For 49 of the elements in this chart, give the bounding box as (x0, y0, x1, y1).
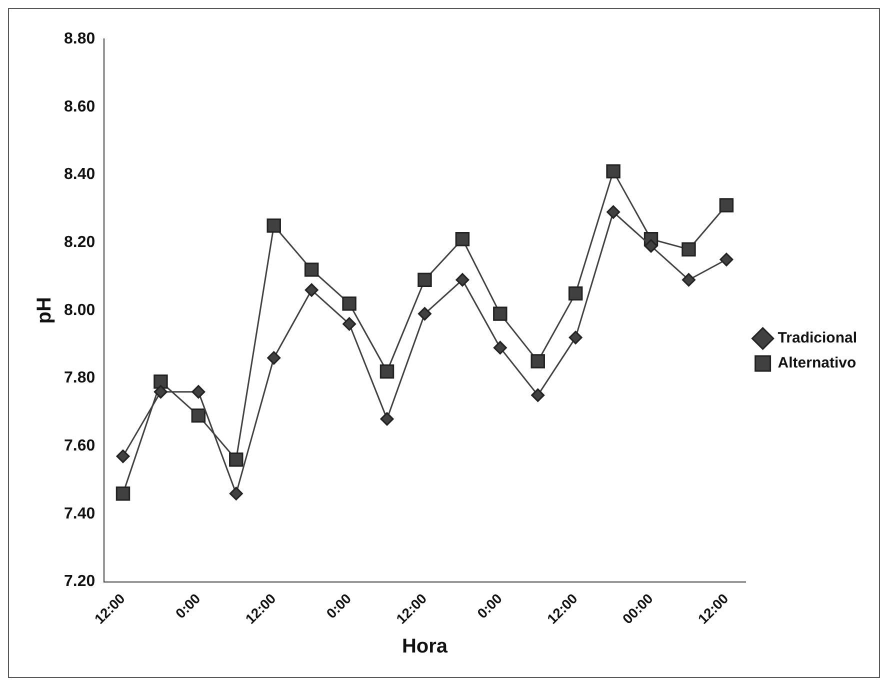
point (455, 232, 470, 246)
point (267, 351, 281, 365)
point (644, 239, 658, 253)
point (116, 450, 130, 464)
point (720, 252, 734, 266)
x-axis-title: Hora (402, 636, 448, 658)
x-tick-label: 0:00 (323, 590, 354, 622)
point (418, 272, 432, 287)
point (154, 385, 168, 399)
y-tick-label: 8.20 (64, 234, 96, 251)
point (606, 164, 620, 178)
y-tick-label: 8.80 (64, 30, 96, 48)
point (418, 307, 432, 321)
point (154, 374, 168, 389)
y-tick-label: 8.00 (64, 302, 96, 319)
y-tick-label: 7.40 (64, 505, 96, 522)
x-tick-label: 0:00 (474, 590, 506, 622)
point (456, 273, 470, 287)
point (229, 486, 243, 500)
x-tick-label: 0:00 (172, 590, 204, 622)
point (380, 364, 394, 379)
y-tick-label: 7.60 (64, 438, 96, 455)
point (568, 330, 582, 344)
point (606, 205, 620, 219)
point (682, 273, 696, 287)
point (304, 262, 319, 277)
point (116, 486, 130, 501)
legend-label: Tradicional (778, 330, 858, 347)
point (568, 286, 583, 301)
point (493, 306, 508, 321)
point (493, 340, 507, 354)
legend-label: Alternativo (778, 354, 856, 372)
point (682, 242, 696, 256)
point (229, 452, 244, 467)
point (342, 296, 356, 311)
y-tick-label: 8.40 (64, 166, 96, 184)
point (192, 385, 206, 399)
y-tick-label: 7.20 (64, 573, 96, 590)
y-axis-title: pH (34, 297, 56, 324)
point (531, 388, 545, 402)
point (191, 408, 206, 423)
point (304, 283, 318, 297)
point (530, 354, 545, 368)
y-tick-label: 8.60 (64, 98, 96, 116)
point (719, 198, 734, 212)
point (266, 218, 281, 233)
point (380, 412, 394, 426)
y-tick-label: 7.80 (64, 370, 96, 387)
point (342, 317, 356, 331)
